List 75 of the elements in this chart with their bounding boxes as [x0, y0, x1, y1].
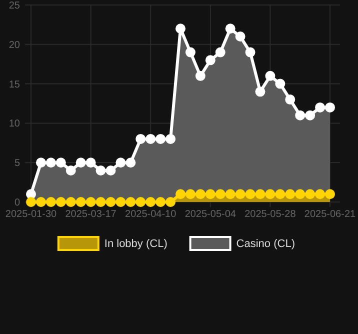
point: [56, 158, 66, 168]
point: [136, 197, 146, 207]
point: [185, 47, 196, 58]
point: [185, 189, 196, 200]
point: [126, 158, 136, 168]
point: [205, 189, 216, 200]
point: [325, 189, 335, 200]
x-tick-label: 2025-06-21: [304, 209, 356, 220]
point: [295, 110, 306, 120]
legend-label: Casino (CL): [236, 238, 295, 250]
point: [156, 134, 166, 144]
y-tick-label: 20: [8, 40, 20, 51]
point: [66, 197, 76, 207]
point: [166, 134, 176, 144]
point: [126, 197, 136, 207]
point: [56, 197, 66, 207]
point: [215, 47, 226, 58]
x-tick-label: 2025-01-30: [5, 209, 58, 220]
legend-label: In lobby (CL): [104, 238, 168, 250]
x-tick-label: 2025-03-17: [65, 209, 117, 220]
point: [146, 134, 156, 144]
x-tick-label: 2025-04-10: [125, 209, 177, 220]
point: [285, 94, 296, 105]
point: [305, 110, 316, 120]
point: [76, 197, 86, 207]
point: [275, 78, 286, 89]
point: [86, 197, 96, 207]
point: [215, 189, 226, 200]
x-tick-label: 2025-05-28: [244, 209, 296, 220]
point: [245, 189, 256, 200]
point: [195, 70, 206, 81]
point: [285, 189, 296, 200]
y-tick-label: 25: [8, 0, 20, 12]
point: [46, 197, 56, 207]
point: [76, 158, 86, 168]
point: [26, 197, 36, 207]
point: [255, 189, 266, 200]
point: [235, 32, 246, 42]
point: [106, 197, 116, 207]
point: [176, 189, 186, 200]
point: [116, 158, 126, 168]
point: [265, 189, 276, 200]
point: [116, 197, 126, 207]
point: [265, 70, 276, 81]
point: [255, 86, 266, 97]
point: [315, 102, 326, 112]
point: [325, 102, 335, 112]
point: [146, 197, 156, 207]
point: [166, 197, 176, 207]
point: [275, 189, 286, 200]
point: [156, 197, 166, 207]
point: [136, 134, 146, 144]
point: [96, 197, 106, 207]
y-tick-label: 0: [14, 198, 20, 208]
y-tick-label: 15: [8, 79, 20, 90]
point: [315, 189, 326, 200]
point: [66, 165, 76, 176]
point: [96, 165, 106, 176]
point: [36, 158, 46, 168]
point: [106, 165, 116, 176]
point: [225, 189, 236, 200]
x-tick-label: 2025-05-04: [184, 209, 236, 220]
point: [245, 47, 256, 58]
point: [235, 189, 246, 200]
point: [195, 189, 206, 200]
y-tick-label: 10: [8, 118, 20, 130]
point: [36, 197, 46, 207]
point: [305, 189, 316, 200]
y-tick-label: 5: [14, 158, 20, 170]
point: [46, 158, 56, 168]
point: [295, 189, 306, 200]
point: [225, 24, 236, 34]
point: [176, 24, 186, 34]
point: [205, 55, 216, 66]
point: [86, 158, 96, 168]
